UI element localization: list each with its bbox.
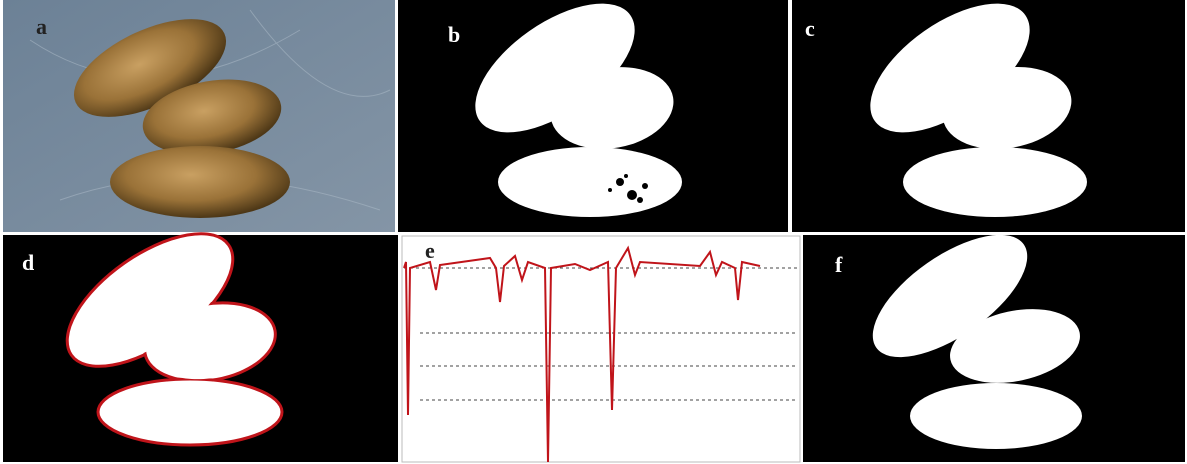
panel-c: c bbox=[792, 0, 1185, 232]
panel-f: f bbox=[803, 212, 1185, 462]
panel-label: c bbox=[805, 16, 815, 41]
panel-label: e bbox=[425, 238, 435, 263]
panel-d: d bbox=[3, 208, 398, 462]
panel-label: f bbox=[835, 252, 843, 277]
figure: a b c d bbox=[0, 0, 1187, 464]
panel-a: a bbox=[3, 0, 395, 232]
panel-label: a bbox=[36, 14, 47, 39]
panel-b: b bbox=[398, 0, 788, 232]
panel-e: e bbox=[402, 236, 800, 462]
panel-label: d bbox=[22, 250, 34, 275]
panel-label: b bbox=[448, 22, 460, 47]
